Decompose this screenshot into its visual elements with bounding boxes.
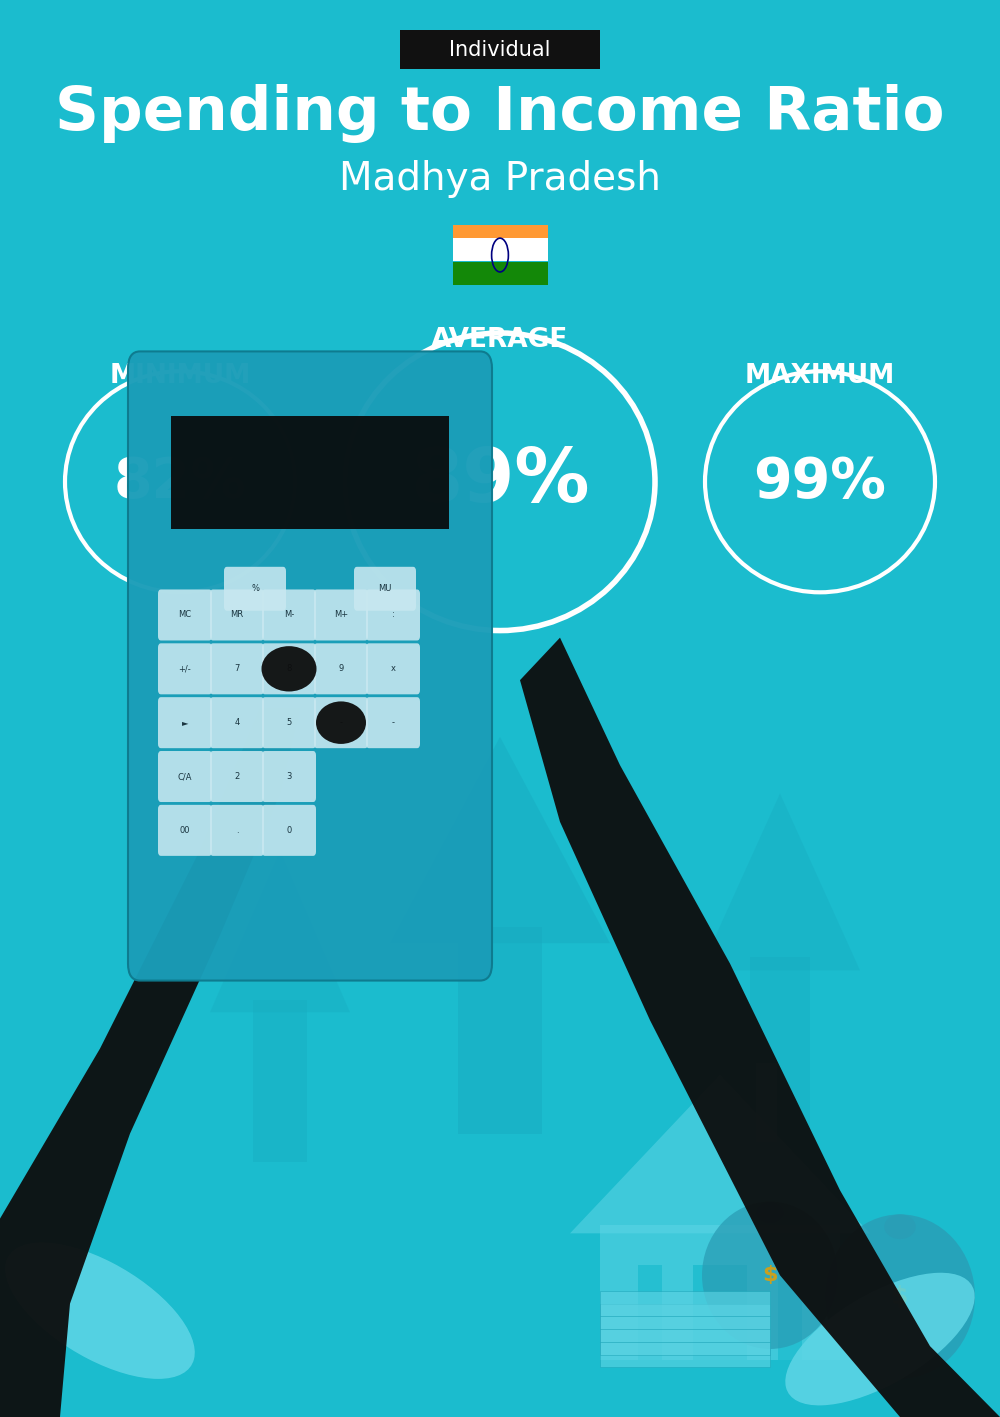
FancyBboxPatch shape <box>600 1304 770 1329</box>
Polygon shape <box>390 737 610 944</box>
Text: MU: MU <box>378 584 392 594</box>
FancyBboxPatch shape <box>314 643 368 694</box>
Text: $: $ <box>891 1285 909 1308</box>
Polygon shape <box>0 708 300 1417</box>
FancyBboxPatch shape <box>452 225 548 248</box>
Text: 5: 5 <box>286 718 292 727</box>
Ellipse shape <box>884 1214 916 1238</box>
Ellipse shape <box>316 701 366 744</box>
Ellipse shape <box>825 1214 975 1379</box>
FancyBboxPatch shape <box>600 1291 770 1316</box>
FancyBboxPatch shape <box>210 589 264 640</box>
Text: 82%: 82% <box>114 455 246 509</box>
FancyBboxPatch shape <box>128 351 492 981</box>
Ellipse shape <box>702 1202 838 1349</box>
Text: +/-: +/- <box>179 665 191 673</box>
Text: ►: ► <box>182 718 188 727</box>
Text: Spending to Income Ratio: Spending to Income Ratio <box>55 84 945 143</box>
FancyBboxPatch shape <box>600 1226 840 1360</box>
FancyBboxPatch shape <box>314 589 368 640</box>
FancyBboxPatch shape <box>600 1342 770 1367</box>
FancyBboxPatch shape <box>262 751 316 802</box>
Text: 00: 00 <box>180 826 190 835</box>
Text: MINIMUM: MINIMUM <box>109 363 251 388</box>
FancyBboxPatch shape <box>366 697 420 748</box>
FancyBboxPatch shape <box>600 1329 770 1355</box>
Text: x: x <box>390 665 396 673</box>
FancyBboxPatch shape <box>314 697 368 748</box>
FancyBboxPatch shape <box>262 697 316 748</box>
Polygon shape <box>520 638 1000 1417</box>
Text: AVERAGE: AVERAGE <box>431 327 569 353</box>
Text: 3: 3 <box>286 772 292 781</box>
Polygon shape <box>750 956 810 1134</box>
Text: Madhya Pradesh: Madhya Pradesh <box>339 160 661 197</box>
Text: MAXIMUM: MAXIMUM <box>745 363 895 388</box>
Text: -: - <box>340 718 342 727</box>
FancyBboxPatch shape <box>778 1265 802 1360</box>
Polygon shape <box>210 850 350 1012</box>
FancyBboxPatch shape <box>262 589 316 640</box>
FancyBboxPatch shape <box>354 567 416 611</box>
Polygon shape <box>700 794 860 971</box>
FancyBboxPatch shape <box>158 697 212 748</box>
Text: 89%: 89% <box>410 445 590 519</box>
Polygon shape <box>570 1074 870 1233</box>
Text: 4: 4 <box>234 718 240 727</box>
Text: .: . <box>236 826 238 835</box>
Text: 9: 9 <box>338 665 344 673</box>
FancyBboxPatch shape <box>262 805 316 856</box>
FancyBboxPatch shape <box>224 567 286 611</box>
FancyBboxPatch shape <box>600 1316 770 1342</box>
FancyBboxPatch shape <box>158 751 212 802</box>
Text: C/A: C/A <box>178 772 192 781</box>
Ellipse shape <box>5 1243 195 1379</box>
Text: MR: MR <box>230 611 244 619</box>
FancyBboxPatch shape <box>366 589 420 640</box>
Ellipse shape <box>785 1272 975 1406</box>
Text: :: : <box>392 611 394 619</box>
FancyBboxPatch shape <box>262 643 316 694</box>
Text: $: $ <box>762 1265 778 1285</box>
FancyBboxPatch shape <box>452 238 548 261</box>
FancyBboxPatch shape <box>210 751 264 802</box>
Text: M-: M- <box>284 611 294 619</box>
Ellipse shape <box>262 646 316 691</box>
FancyBboxPatch shape <box>756 1063 777 1142</box>
FancyBboxPatch shape <box>210 697 264 748</box>
FancyBboxPatch shape <box>693 1265 747 1360</box>
FancyBboxPatch shape <box>171 417 449 529</box>
FancyBboxPatch shape <box>210 805 264 856</box>
Polygon shape <box>458 927 542 1134</box>
Text: %: % <box>251 584 259 594</box>
Polygon shape <box>253 1000 307 1162</box>
Text: 8: 8 <box>286 665 292 673</box>
FancyBboxPatch shape <box>158 805 212 856</box>
FancyBboxPatch shape <box>452 262 548 285</box>
Text: M+: M+ <box>334 611 348 619</box>
FancyBboxPatch shape <box>158 643 212 694</box>
FancyBboxPatch shape <box>638 1265 662 1360</box>
FancyBboxPatch shape <box>400 30 600 69</box>
FancyBboxPatch shape <box>210 643 264 694</box>
Text: Individual: Individual <box>449 40 551 60</box>
Text: 0: 0 <box>286 826 292 835</box>
FancyBboxPatch shape <box>158 589 212 640</box>
Text: 99%: 99% <box>754 455 886 509</box>
Text: 2: 2 <box>234 772 240 781</box>
Text: 7: 7 <box>234 665 240 673</box>
FancyBboxPatch shape <box>366 643 420 694</box>
Text: -: - <box>392 718 394 727</box>
Ellipse shape <box>756 1202 784 1224</box>
Text: MC: MC <box>178 611 192 619</box>
